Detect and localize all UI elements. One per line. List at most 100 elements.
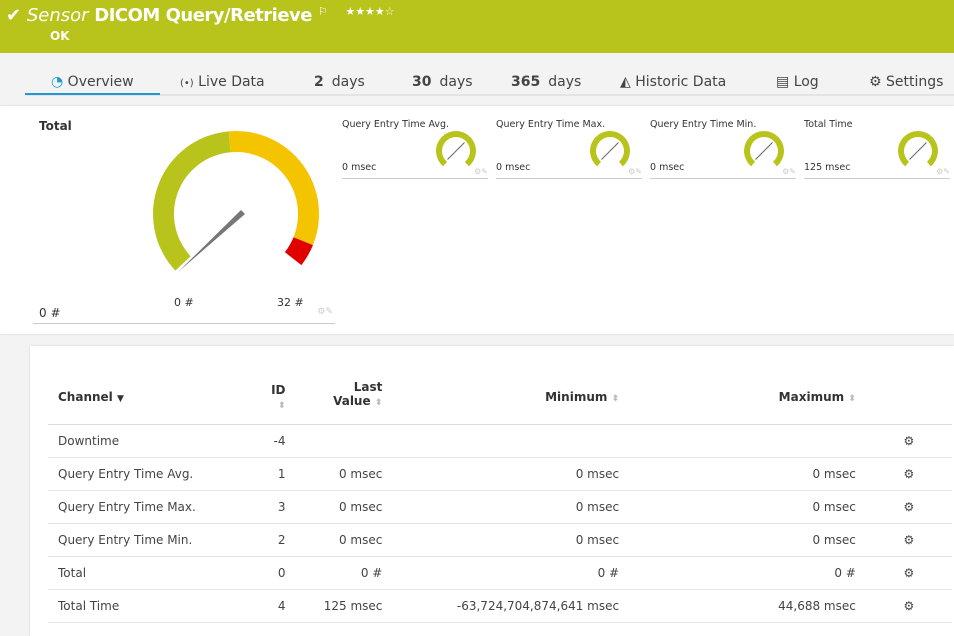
cell-minimum: 0 msec xyxy=(392,523,630,557)
table-row[interactable]: Query Entry Time Min. 2 0 msec 0 msec 0 … xyxy=(48,523,952,557)
gear-pin-icons[interactable]: ⚙✎ xyxy=(936,167,950,176)
cell-maximum: 0 msec xyxy=(629,457,866,491)
gear-pin-icons[interactable]: ⚙✎ xyxy=(782,167,796,176)
gauge-value-row: 0 # ⚙✎ xyxy=(33,305,335,324)
gauge-value: 125 msec xyxy=(804,162,851,173)
channels-table: Channel ▼ ID ⬍ Last Value ⬍ Minimum ⬍ Max… xyxy=(48,380,952,623)
cell-maximum: 44,688 msec xyxy=(629,589,866,623)
sort-icon: ⬍ xyxy=(374,398,383,408)
tab-label: days xyxy=(548,74,582,90)
channel-settings-icon[interactable]: ⚙ xyxy=(865,424,952,458)
table-row[interactable]: Downtime -4 ⚙ xyxy=(48,424,952,458)
tab-overview[interactable]: ◔ Overview xyxy=(25,74,160,95)
gauge-needle xyxy=(909,142,927,160)
tab-365-days[interactable]: 365 days xyxy=(511,74,581,90)
cell-maximum xyxy=(629,424,866,458)
cell-last-value: 125 msec xyxy=(295,589,393,623)
sort-icon: ⬍ xyxy=(611,394,620,404)
cell-last-value: 0 msec xyxy=(295,490,393,524)
table-header-row: Channel ▼ ID ⬍ Last Value ⬍ Minimum ⬍ Max… xyxy=(48,380,952,425)
tab-bar: ◔ Overview (•) Live Data 2 days 30 days 36… xyxy=(25,72,954,96)
table-row[interactable]: Query Entry Time Avg. 1 0 msec 0 msec 0 … xyxy=(48,457,952,491)
small-gauge: Query Entry Time Avg. 0 msec ⚙✎ xyxy=(342,112,488,179)
channel-settings-icon[interactable]: ⚙ xyxy=(865,490,952,524)
table-row[interactable]: Query Entry Time Max. 3 0 msec 0 msec 0 … xyxy=(48,490,952,524)
cell-last-value xyxy=(295,424,393,458)
table-row[interactable]: Total Time 4 125 msec -63,724,704,874,64… xyxy=(48,589,952,623)
cell-minimum xyxy=(392,424,630,458)
gauge-arc xyxy=(436,131,476,167)
gauge-ok-zone xyxy=(153,131,231,271)
cell-channel[interactable]: Total xyxy=(48,556,253,590)
gauge-value: 0 msec xyxy=(650,162,685,173)
header-label: Maximum xyxy=(778,390,845,404)
sort-icon: ⬍ xyxy=(848,394,856,404)
cell-minimum: -63,724,704,874,641 msec xyxy=(392,589,630,623)
gauge-title: Total xyxy=(39,119,72,133)
cell-maximum: 0 msec xyxy=(629,523,866,557)
cell-id: -4 xyxy=(252,424,296,458)
sensor-name: DICOM Query/Retrieve xyxy=(94,5,312,26)
gauge-title: Query Entry Time Max. xyxy=(496,119,606,130)
header-label: Channel xyxy=(58,390,113,404)
header-minimum[interactable]: Minimum ⬍ xyxy=(392,380,630,425)
small-gauge: Query Entry Time Max. 0 msec ⚙✎ xyxy=(496,112,642,179)
sensor-header: ✔ Sensor DICOM Query/Retrieve ⚐ ★★★★☆ OK xyxy=(0,0,954,53)
sensor-prefix: Sensor xyxy=(26,5,89,26)
flag-icon[interactable]: ⚐ xyxy=(317,5,328,18)
header-last-value[interactable]: Last Value ⬍ xyxy=(295,380,393,425)
channel-settings-icon[interactable]: ⚙ xyxy=(865,589,952,623)
mini-gauge-dial xyxy=(898,131,938,167)
gauge-dial xyxy=(153,131,320,272)
cell-id: 4 xyxy=(252,589,296,623)
gear-pin-icons[interactable]: ⚙✎ xyxy=(474,167,488,176)
status-text: OK xyxy=(50,29,70,43)
gauge-arc xyxy=(744,131,784,167)
header-label: Value xyxy=(333,394,371,408)
cell-channel[interactable]: Query Entry Time Avg. xyxy=(48,457,253,491)
gauge-needle xyxy=(755,142,773,160)
cell-channel[interactable]: Query Entry Time Max. xyxy=(48,490,253,524)
gear-pin-icons[interactable]: ⚙✎ xyxy=(628,167,642,176)
header-channel[interactable]: Channel ▼ xyxy=(48,380,253,425)
channel-settings-icon[interactable]: ⚙ xyxy=(865,457,952,491)
cell-id: 3 xyxy=(252,490,296,524)
tab-label: Live Data xyxy=(198,74,265,90)
cell-channel[interactable]: Total Time xyxy=(48,589,253,623)
tab-label: days xyxy=(331,74,365,90)
tab-live-data[interactable]: (•) Live Data xyxy=(180,74,265,90)
tab-label: Log xyxy=(793,74,819,90)
channel-settings-icon[interactable]: ⚙ xyxy=(865,523,952,557)
header-maximum[interactable]: Maximum ⬍ xyxy=(629,380,866,425)
cell-id: 0 xyxy=(252,556,296,590)
gauge-arc xyxy=(590,131,630,167)
gauge-value: 0 # xyxy=(39,306,61,320)
channel-settings-icon[interactable]: ⚙ xyxy=(865,556,952,590)
tab-num: 30 xyxy=(412,74,432,90)
tab-historic-data[interactable]: ◭ Historic Data xyxy=(620,74,726,90)
cell-channel[interactable]: Downtime xyxy=(48,424,253,458)
tab-settings[interactable]: ⚙ Settings xyxy=(869,74,943,90)
table-row[interactable]: Total 0 0 # 0 # 0 # ⚙ xyxy=(48,556,952,590)
gauge-value: 0 msec xyxy=(496,162,531,173)
log-icon: ▤ xyxy=(776,74,790,90)
header-label: ID xyxy=(271,383,286,397)
tab-2-days[interactable]: 2 days xyxy=(314,74,365,90)
header-id[interactable]: ID ⬍ xyxy=(252,380,296,425)
broadcast-icon: (•) xyxy=(180,78,194,89)
caret-down-icon: ▼ xyxy=(116,394,124,404)
tab-label: days xyxy=(439,74,473,90)
header-actions xyxy=(865,380,952,425)
gauge-needle xyxy=(178,210,245,272)
gauge-value: 0 msec xyxy=(342,162,377,173)
cell-minimum: 0 msec xyxy=(392,457,630,491)
cell-channel[interactable]: Query Entry Time Min. xyxy=(48,523,253,557)
cell-minimum: 0 msec xyxy=(392,490,630,524)
gauge-icon: ◔ xyxy=(51,74,64,90)
tab-30-days[interactable]: 30 days xyxy=(412,74,473,90)
tab-label: Historic Data xyxy=(635,74,727,90)
tab-log[interactable]: ▤ Log xyxy=(776,74,819,90)
priority-stars[interactable]: ★★★★☆ xyxy=(345,5,395,18)
gear-pin-icons[interactable]: ⚙✎ xyxy=(317,307,333,317)
gauge-error-zone xyxy=(284,237,313,266)
